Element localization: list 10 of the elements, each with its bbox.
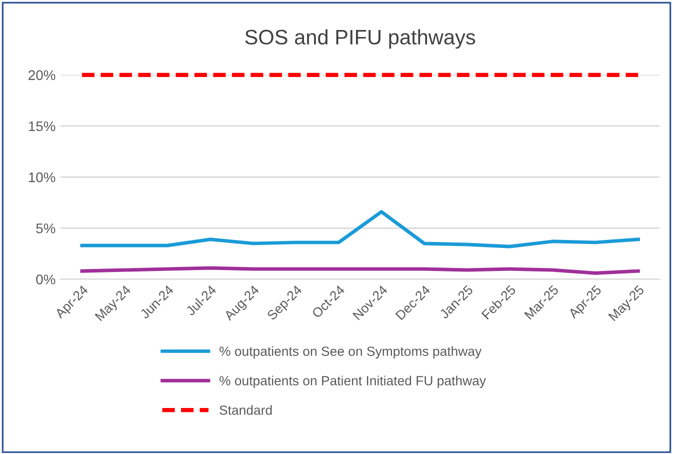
y-tick-label: 10% <box>28 172 56 182</box>
legend-label: % outpatients on See on Symptoms pathway <box>219 346 482 359</box>
y-tick-label: 0% <box>36 274 56 284</box>
y-tick-label: 20% <box>28 70 56 80</box>
y-tick-label: 5% <box>36 224 56 234</box>
chart-title: SOS and PIFU pathways <box>245 29 476 49</box>
line-series <box>80 210 640 248</box>
legend-label: Standard <box>220 405 272 415</box>
legend-label: % outpatients on Patient Initiated FU pathway <box>219 376 486 388</box>
y-tick-label: 15% <box>28 121 56 132</box>
